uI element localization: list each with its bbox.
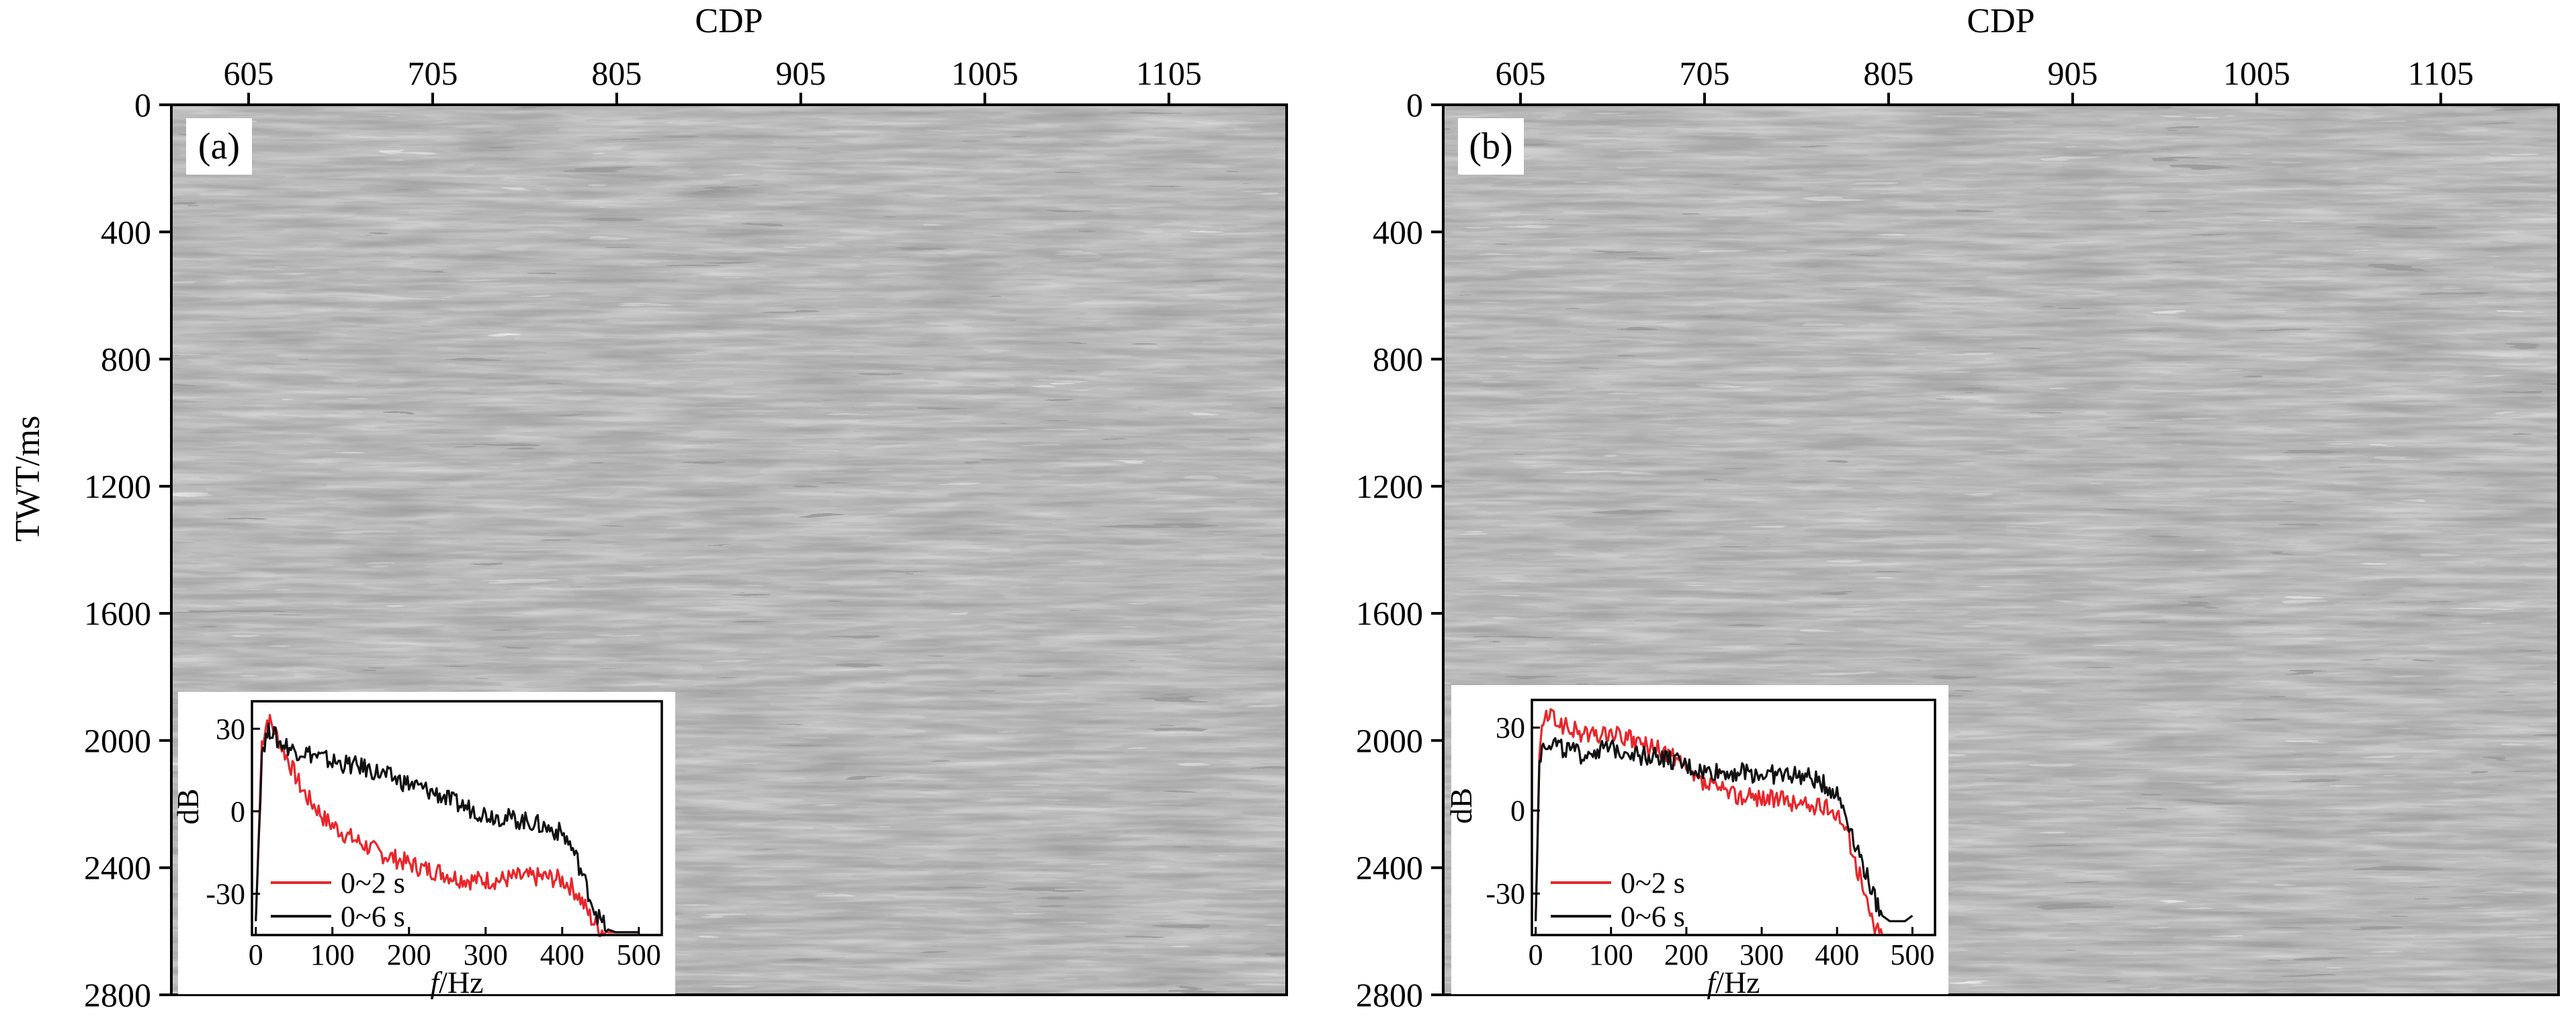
plot-frame [170,103,1288,996]
y-tick-label: 1600 [1356,594,1423,632]
x-tick-label: 705 [1679,54,1729,92]
y-tick-label: 2800 [1356,976,1423,1014]
y-tick-label: 1200 [1356,468,1423,505]
inset-x-tick-label: 500 [1890,938,1934,971]
y-tick-label: 2000 [1356,721,1423,759]
x-tick-label: 705 [407,54,458,92]
x-tick-label: 1005 [2223,54,2290,92]
inset-y-axis-title: dB [171,789,205,825]
panel-tag-background [186,118,252,175]
inset-x-tick-label: 200 [387,938,431,971]
panel-tag-background [1458,118,1524,175]
y-tick-label: 400 [1373,213,1423,251]
series-line-0-6s [255,722,639,934]
x-tick-label: 805 [591,54,642,92]
inset-axes-frame [1531,699,1936,936]
y-tick-label: 2000 [84,721,151,759]
x-tick-label: 1005 [951,54,1019,92]
y-tick-label: 1600 [84,594,151,632]
panel-a: 605 705 805 905 1005 1105 CDP 0 400 800 1200 1600 20… [9,2,1288,1014]
inset-x-tick-label: 100 [310,938,355,971]
plot-frame [1442,103,2560,996]
inset-x-tick-label: 200 [1664,938,1709,971]
x-tick-label: 905 [775,54,826,92]
y-tick-label: 800 [1373,341,1423,378]
x-axis-title: CDP [1967,2,2034,40]
inset-x-tick-label: 500 [617,938,661,971]
x-tick-label: 1105 [1136,54,1202,92]
y-tick-label: 2400 [1356,849,1423,887]
inset-background [1451,685,1948,994]
inset-axes-frame [251,700,663,936]
x-tick-label: 605 [1496,54,1546,92]
inset-x-tick-label: 300 [1740,938,1784,971]
y-tick-label: 0 [134,86,151,124]
x-tick-label: 905 [2047,54,2098,92]
inset-x-axis-title-unit: /Hz [439,965,483,1000]
panel-tag: (a) [198,126,240,167]
inset-x-axis-title-unit: /Hz [1715,965,1760,1000]
series-line-0-2s [255,713,639,938]
x-tick-label: 1105 [2408,54,2474,92]
inset-x-tick-label: 0 [1529,938,1543,971]
legend-label: 0~6 s [1621,900,1685,933]
inset-x-tick-label: 400 [1815,938,1859,971]
inset-x-axis-title: f/Hz [1707,965,1760,1000]
inset-x-tick-label: 0 [249,938,263,971]
inset-y-tick-label: 30 [216,713,245,746]
x-axis-title: CDP [695,2,763,40]
panel-b: 605 705 805 905 1005 1105 CDP 0 400 800 1200 1600 20… [1356,2,2560,1014]
series-line-0-6s [1535,737,1914,923]
y-tick-label: 0 [1406,86,1423,124]
legend-label: 0~2 s [1621,867,1685,899]
panel-tag: (b) [1469,126,1512,167]
y-axis-title: TWT/ms [9,416,47,542]
y-tick-label: 400 [101,213,151,251]
x-tick-label: 805 [1863,54,1914,92]
y-tick-label: 2400 [84,849,151,887]
legend-label: 0~2 s [341,867,405,899]
x-tick-label: 605 [224,54,274,92]
legend-label: 0~6 s [341,900,405,933]
inset-y-axis-title: dB [1444,788,1478,824]
inset-y-tick-label: 0 [230,795,245,828]
series-line-0-2s [1535,708,1897,936]
inset-y-tick-label: -30 [1486,877,1525,910]
y-tick-label: 2800 [84,976,151,1014]
y-tick-label: 800 [101,341,151,378]
inset-x-tick-label: 100 [1589,938,1633,971]
y-tick-label: 1200 [84,468,151,505]
inset-x-axis-title: f/Hz [430,965,483,1000]
inset-x-tick-label: 400 [540,938,585,971]
inset-x-tick-label: 300 [464,938,508,971]
inset-y-tick-label: 0 [1510,795,1525,828]
inset-y-tick-label: -30 [206,878,245,911]
inset-y-tick-label: 30 [1496,711,1525,744]
